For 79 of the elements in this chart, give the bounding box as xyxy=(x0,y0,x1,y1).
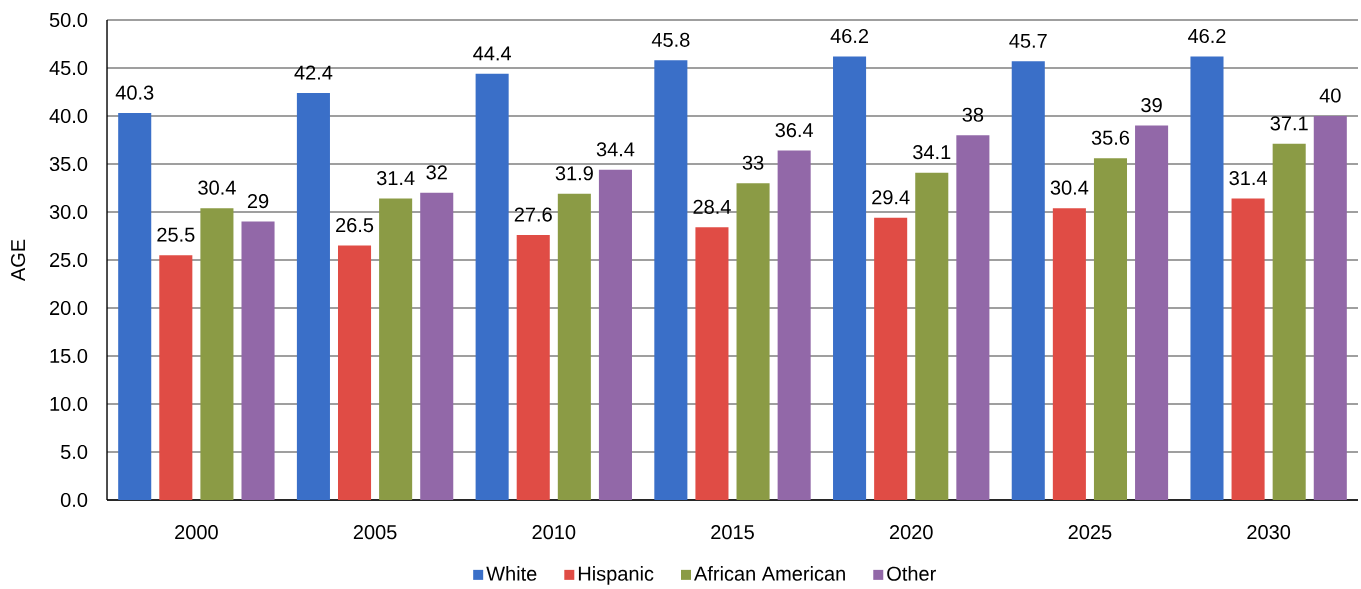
legend-label: Other xyxy=(887,566,936,581)
bar xyxy=(420,192,454,500)
bar xyxy=(956,135,990,500)
data-label: 28.4 xyxy=(693,199,731,214)
x-tick-label: 2015 xyxy=(711,525,754,540)
y-tick-label: 35.0 xyxy=(49,156,88,172)
data-label: 38 xyxy=(962,107,984,122)
bar xyxy=(736,183,770,500)
data-label: 44.4 xyxy=(473,46,512,61)
data-label: 33 xyxy=(742,155,764,170)
data-label: 26.5 xyxy=(336,218,374,233)
data-label: 31.4 xyxy=(376,171,415,186)
data-label: 40.3 xyxy=(115,85,154,100)
bar xyxy=(695,227,729,500)
y-tick-label: 10.0 xyxy=(50,396,88,412)
x-tick-label: 2000 xyxy=(175,525,218,540)
bar xyxy=(1231,198,1265,500)
bar xyxy=(777,150,811,500)
data-label: 35.6 xyxy=(1091,130,1130,145)
x-tick-label: 2010 xyxy=(532,525,576,540)
data-label: 37.1 xyxy=(1270,116,1308,131)
bar xyxy=(598,169,632,500)
bar xyxy=(379,198,413,500)
bar xyxy=(557,193,591,500)
data-label: 39 xyxy=(1141,98,1162,113)
x-tick-label: 2025 xyxy=(1068,525,1112,540)
bar xyxy=(874,217,908,500)
y-tick-label: 50.0 xyxy=(49,12,88,28)
data-label: 25.5 xyxy=(157,227,195,242)
bar xyxy=(915,172,949,500)
bar xyxy=(1135,125,1169,500)
x-tick-label: 2020 xyxy=(889,525,933,540)
data-label: 46.2 xyxy=(1187,28,1226,44)
bar xyxy=(338,245,372,500)
data-label: 34.4 xyxy=(596,142,635,157)
data-label: 31.9 xyxy=(555,166,593,181)
bar xyxy=(1093,158,1128,500)
data-label: 29 xyxy=(247,194,269,209)
y-tick-label: 25.0 xyxy=(50,252,88,268)
y-axis-title: AGE xyxy=(10,239,26,282)
data-label: 40 xyxy=(1319,88,1341,103)
data-label: 45.7 xyxy=(1009,33,1047,48)
x-tick-label: 2030 xyxy=(1247,525,1291,540)
data-label: 45.8 xyxy=(651,32,690,47)
data-label: 46.2 xyxy=(830,28,869,44)
data-label: 42.4 xyxy=(294,65,333,80)
y-tick-label: 0.0 xyxy=(60,492,88,508)
legend-label: Hispanic xyxy=(578,566,654,585)
bar xyxy=(1052,208,1086,500)
data-label: 29.4 xyxy=(872,190,910,205)
data-label: 31.4 xyxy=(1229,171,1267,186)
bar xyxy=(159,255,193,500)
bar xyxy=(200,208,234,500)
legend-label: White xyxy=(486,566,537,581)
bar xyxy=(833,56,867,500)
x-tick-label: 2005 xyxy=(353,525,397,540)
bar xyxy=(654,60,688,500)
y-tick-label: 30.0 xyxy=(49,204,88,220)
bar xyxy=(1190,56,1224,500)
data-label: 30.4 xyxy=(198,180,236,195)
bar xyxy=(475,73,509,500)
bar xyxy=(1011,61,1045,500)
data-label: 30.4 xyxy=(1050,180,1089,195)
data-label: 36.4 xyxy=(775,123,814,138)
data-label: 32 xyxy=(426,165,447,180)
bar xyxy=(296,92,330,500)
y-tick-label: 20.0 xyxy=(50,300,88,316)
bar xyxy=(1313,115,1347,500)
bar xyxy=(118,113,152,500)
y-tick-label: 45.0 xyxy=(49,60,88,76)
legend-label: African American xyxy=(694,566,845,581)
y-tick-label: 40.0 xyxy=(49,108,88,124)
data-label: 27.6 xyxy=(514,207,552,222)
y-tick-label: 15.0 xyxy=(50,348,88,364)
y-tick-label: 5.0 xyxy=(60,444,88,460)
bar xyxy=(241,221,275,500)
data-label: 34.1 xyxy=(913,145,951,160)
bar xyxy=(1272,143,1306,500)
bar xyxy=(516,235,550,500)
